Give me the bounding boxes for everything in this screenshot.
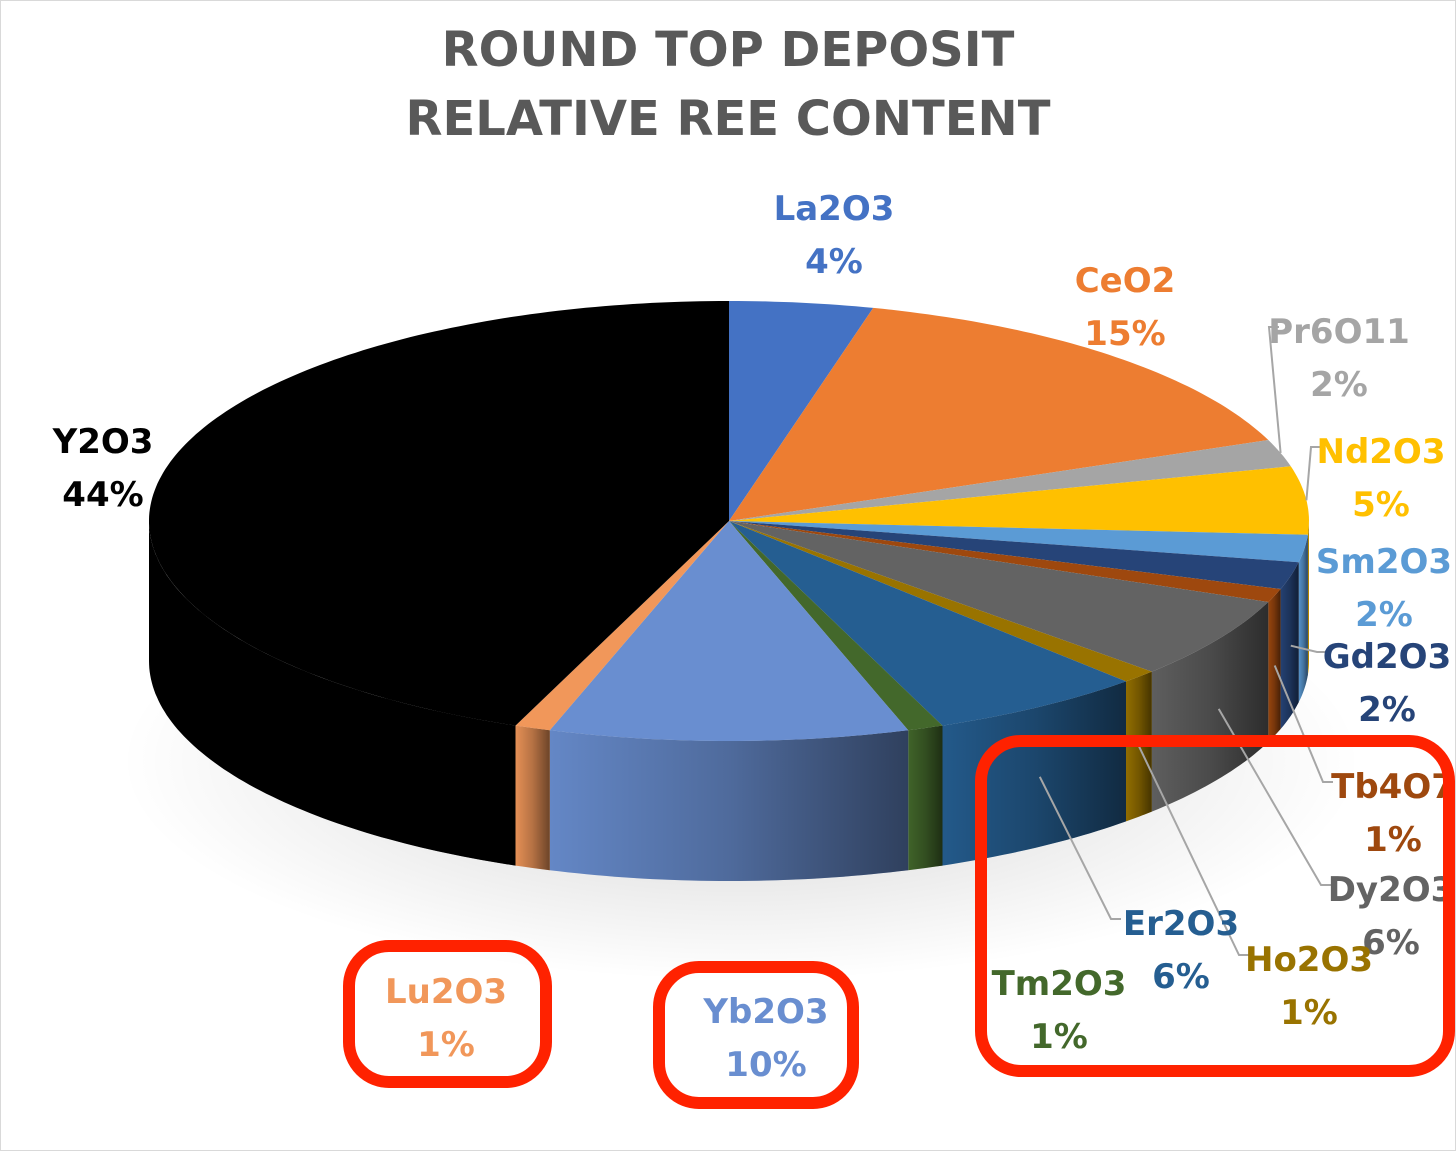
leader-line-tb4o7: [1273, 665, 1333, 783]
data-label-name-sm2o3: Sm2O3: [1316, 542, 1452, 582]
pie-side-shade-lu2o3: [515, 725, 550, 871]
pie-slice-dy2o3: [729, 521, 1269, 672]
data-label-pct-lu2o3: 1%: [417, 1025, 475, 1065]
pie-slice-sm2o3: [729, 521, 1308, 563]
pie-slice-lu2o3: [515, 521, 729, 731]
highlight-box-tm2o3-er2o3-ho2o3: [975, 735, 1455, 1077]
data-label-name-dy2o3: Dy2O3: [1328, 870, 1455, 910]
data-label-dy2o3: Dy2O3 6%: [1328, 870, 1455, 963]
data-label-pct-pr6o11: 2%: [1310, 365, 1368, 405]
data-label-la2o3: La2O3 4%: [774, 189, 895, 282]
data-label-yb2o3: Yb2O3 10%: [702, 992, 828, 1085]
data-label-ceo2: CeO2 15%: [1075, 261, 1176, 354]
data-label-name-lu2o3: Lu2O3: [385, 972, 507, 1012]
data-label-pct-yb2o3: 10%: [725, 1045, 806, 1085]
leader-line-pr6o11: [1267, 326, 1282, 454]
pie-sides: [149, 521, 1309, 881]
pie-side-shade-y2o3: [149, 521, 516, 866]
pie-slice-er2o3: [729, 521, 1126, 726]
chart-title-line-2: RELATIVE REE CONTENT: [406, 91, 1051, 147]
pie-side-shade-gd2o3: [1280, 562, 1299, 729]
data-label-name-ho2o3: Ho2O3: [1245, 940, 1373, 980]
data-label-name-er2o3: Er2O3: [1123, 904, 1239, 944]
pie-slice-yb2o3: [549, 521, 909, 741]
pie-side-shade-er2o3: [942, 681, 1126, 866]
pie-side-shade-nd2o3: [1307, 521, 1309, 675]
highlight-box-yb2o3: [653, 961, 859, 1109]
data-label-pct-er2o3: 6%: [1152, 957, 1210, 997]
data-label-y2o3: Y2O3 44%: [52, 422, 154, 515]
pie-slice-la2o3: [729, 301, 874, 521]
data-label-nd2o3: Nd2O3 5%: [1316, 432, 1445, 525]
highlight-box-lu2o3: [343, 940, 552, 1088]
data-label-pct-gd2o3: 2%: [1358, 690, 1416, 730]
chart-title-line-1: ROUND TOP DEPOSIT: [442, 22, 1015, 78]
data-label-tb4o7: Tb4O7 1%: [1331, 767, 1455, 860]
data-label-name-y2o3: Y2O3: [52, 422, 154, 462]
data-label-name-tb4o7: Tb4O7: [1331, 767, 1455, 807]
leader-line-nd2o3: [1305, 446, 1321, 501]
chart-title: ROUND TOP DEPOSIT RELATIVE REE CONTENT: [406, 22, 1051, 147]
data-label-gd2o3: Gd2O3 2%: [1323, 637, 1451, 730]
data-label-pct-y2o3: 44%: [62, 475, 143, 515]
leader-line-ho2o3: [1138, 746, 1249, 956]
pie-slice-tm2o3: [729, 521, 943, 731]
data-label-name-yb2o3: Yb2O3: [702, 992, 828, 1032]
pie-slice-ho2o3: [729, 521, 1152, 682]
data-label-name-ceo2: CeO2: [1075, 261, 1176, 301]
data-label-pct-nd2o3: 5%: [1352, 485, 1410, 525]
data-label-tm2o3: Tm2O3 1%: [992, 964, 1127, 1057]
pie-slice-nd2o3: [729, 466, 1309, 535]
data-label-pct-la2o3: 4%: [805, 242, 863, 282]
leader-line-er2o3: [1038, 776, 1121, 920]
data-label-pct-tm2o3: 1%: [1030, 1017, 1088, 1057]
data-label-sm2o3: Sm2O3 2%: [1316, 542, 1452, 635]
pie-slice-tb4o7: [729, 521, 1281, 602]
data-label-name-la2o3: La2O3: [774, 189, 895, 229]
data-label-pct-dy2o3: 6%: [1362, 923, 1420, 963]
pie-side-shade-tb4o7: [1268, 589, 1281, 742]
data-label-pct-ceo2: 15%: [1084, 314, 1165, 354]
pie-side-shade-yb2o3: [549, 730, 909, 881]
pie-slice-y2o3: [149, 301, 729, 726]
pie-slice-pr6o11: [729, 440, 1291, 521]
data-label-ho2o3: Ho2O3 1%: [1245, 940, 1373, 1033]
pie-top-faces: [149, 301, 1309, 741]
leader-line-gd2o3: [1290, 644, 1327, 653]
pie-slice-gd2o3: [729, 521, 1299, 589]
pie-side-shade-dy2o3: [1151, 602, 1269, 812]
pie-side-shade-sm2o3: [1298, 534, 1308, 703]
leader-line-dy2o3: [1217, 708, 1331, 886]
data-label-er2o3: Er2O3 6%: [1123, 904, 1239, 997]
pie-side-shade-tm2o3: [908, 725, 943, 871]
data-label-pct-ho2o3: 1%: [1280, 993, 1338, 1033]
data-label-pct-tb4o7: 1%: [1364, 820, 1422, 860]
pie-slice-ceo2: [729, 307, 1269, 521]
data-label-lu2o3: Lu2O3 1%: [385, 972, 507, 1065]
data-label-name-pr6o11: Pr6O11: [1268, 312, 1410, 352]
highlight-boxes: [343, 735, 1455, 1109]
data-label-pct-sm2o3: 2%: [1355, 595, 1413, 635]
leader-lines: [1038, 326, 1333, 956]
data-label-name-nd2o3: Nd2O3: [1316, 432, 1445, 472]
data-label-name-tm2o3: Tm2O3: [992, 964, 1127, 1004]
data-label-pr6o11: Pr6O11 2%: [1268, 312, 1410, 405]
data-label-name-gd2o3: Gd2O3: [1323, 637, 1451, 677]
